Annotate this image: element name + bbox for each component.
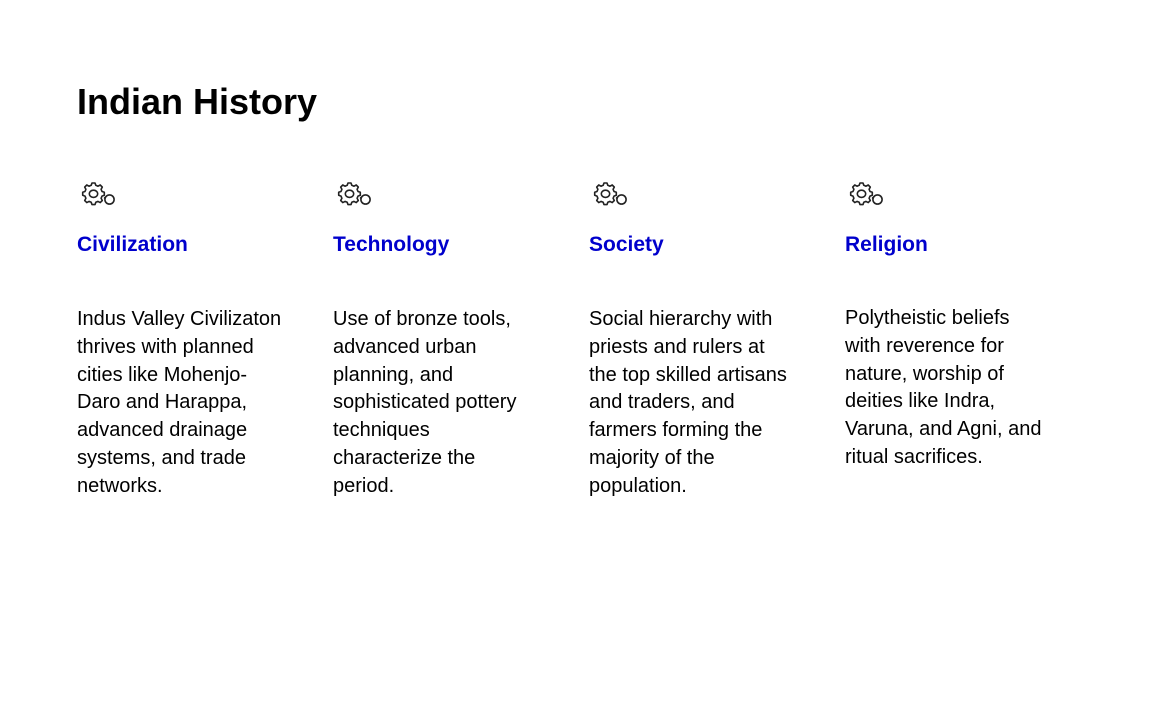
column-heading: Religion (845, 233, 928, 256)
column-body: Use of bronze tools, advanced urban plan… (333, 308, 517, 497)
column-heading: Civilization (77, 233, 188, 256)
gear-search-icon (849, 182, 883, 206)
column-heading: Technology (333, 233, 450, 256)
column-heading: Society (589, 233, 664, 256)
gear-search-icon (337, 182, 371, 206)
column-body: Polytheistic beliefs with reverence for … (845, 307, 1042, 468)
column-civilization: Civilization Indus Valley Civilizaton th… (77, 176, 287, 497)
column-religion: Religion Polytheistic beliefs with rever… (845, 176, 1055, 468)
column-body: Social hierarchy with priests and rulers… (589, 308, 787, 497)
slide-title: Indian History (77, 81, 318, 122)
column-body: Indus Valley Civilizaton thrives with pl… (77, 308, 282, 497)
column-technology: Technology Use of bronze tools, advanced… (333, 176, 543, 497)
gear-search-icon (593, 182, 627, 206)
column-society: Society Social hierarchy with priests an… (589, 176, 799, 497)
gear-search-icon (81, 182, 115, 206)
